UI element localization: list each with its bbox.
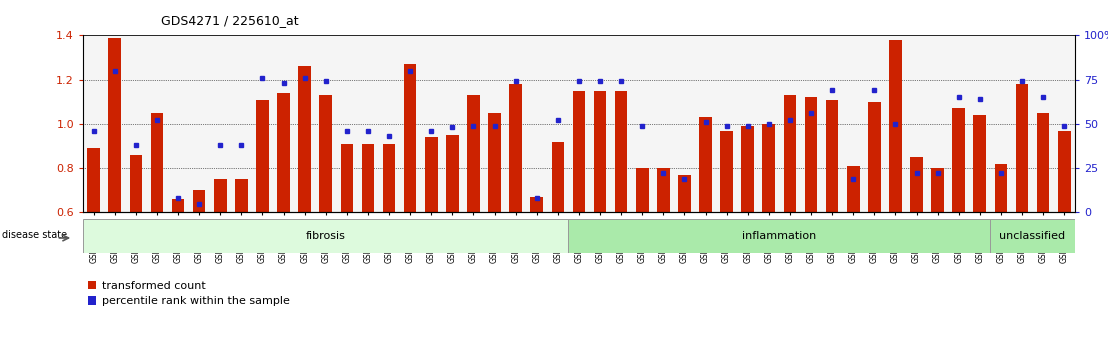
- Bar: [615, 91, 627, 212]
- Bar: [762, 124, 776, 212]
- Bar: [568, 219, 991, 253]
- Bar: [1037, 113, 1049, 212]
- Bar: [910, 157, 923, 212]
- Bar: [361, 144, 375, 212]
- Bar: [1058, 131, 1070, 212]
- Bar: [594, 91, 606, 212]
- Text: unclassified: unclassified: [999, 231, 1066, 241]
- Bar: [468, 95, 480, 212]
- Bar: [995, 164, 1007, 212]
- Bar: [83, 219, 568, 253]
- Bar: [193, 190, 205, 212]
- Bar: [974, 115, 986, 212]
- Bar: [573, 91, 585, 212]
- Bar: [783, 95, 797, 212]
- Bar: [277, 93, 290, 212]
- Bar: [172, 199, 184, 212]
- Bar: [382, 144, 396, 212]
- Bar: [88, 148, 100, 212]
- Bar: [510, 84, 522, 212]
- Bar: [932, 168, 944, 212]
- Bar: [657, 168, 669, 212]
- Bar: [699, 117, 711, 212]
- Bar: [531, 197, 543, 212]
- Text: disease state: disease state: [2, 230, 66, 240]
- Bar: [1016, 84, 1028, 212]
- Bar: [256, 99, 269, 212]
- Text: inflammation: inflammation: [742, 231, 817, 241]
- Bar: [130, 155, 142, 212]
- Bar: [489, 113, 501, 212]
- Bar: [151, 113, 163, 212]
- Text: GDS4271 / 225610_at: GDS4271 / 225610_at: [161, 14, 298, 27]
- Bar: [109, 38, 121, 212]
- Bar: [678, 175, 690, 212]
- Legend: transformed count, percentile rank within the sample: transformed count, percentile rank withi…: [83, 276, 295, 311]
- Bar: [447, 135, 459, 212]
- Bar: [403, 64, 417, 212]
- Bar: [235, 179, 248, 212]
- Bar: [741, 126, 755, 212]
- Bar: [953, 108, 965, 212]
- Bar: [424, 137, 438, 212]
- Bar: [889, 40, 902, 212]
- Bar: [825, 99, 839, 212]
- Bar: [340, 144, 353, 212]
- Bar: [991, 219, 1075, 253]
- Bar: [720, 131, 733, 212]
- Bar: [636, 168, 648, 212]
- Bar: [804, 97, 818, 212]
- Bar: [847, 166, 860, 212]
- Bar: [319, 95, 332, 212]
- Bar: [298, 67, 311, 212]
- Bar: [214, 179, 226, 212]
- Bar: [552, 142, 564, 212]
- Text: fibrosis: fibrosis: [306, 231, 346, 241]
- Bar: [868, 102, 881, 212]
